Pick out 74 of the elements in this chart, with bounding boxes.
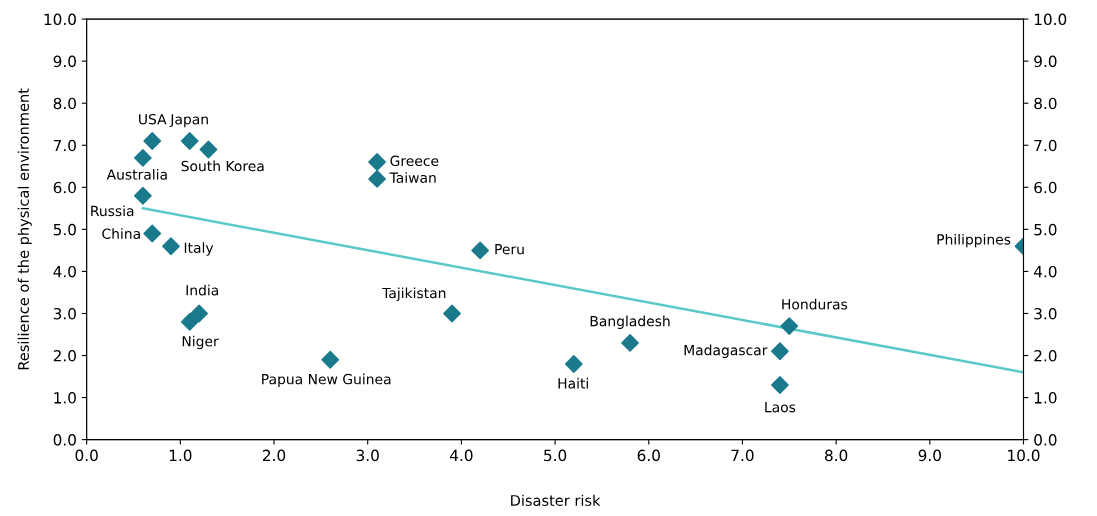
point <box>443 304 461 323</box>
y2-tick-label: 9.0 <box>1034 55 1057 68</box>
point <box>162 237 180 256</box>
annotation: Peru <box>495 244 524 255</box>
y2-tick-label: 7.0 <box>1034 139 1057 152</box>
y-tick-label: 1.0 <box>54 392 76 404</box>
y-tick-label: 8.0 <box>53 97 76 110</box>
y2-tick-label: 4.0 <box>1033 265 1057 278</box>
annotation: Japan <box>169 114 208 128</box>
y2-tick-label: 3.0 <box>1034 307 1057 320</box>
point <box>771 376 789 394</box>
point <box>771 342 789 361</box>
annotation: Laos <box>765 402 796 413</box>
annotation: South Korea <box>181 160 264 172</box>
y2-tick-label: 8.0 <box>1034 97 1057 110</box>
point <box>564 355 583 373</box>
annotation: Papua New Guinea <box>262 373 391 388</box>
point <box>143 132 162 150</box>
point <box>199 140 218 159</box>
y-tick-label: 10.0 <box>44 13 76 26</box>
x-tick-label: 0.0 <box>75 449 98 462</box>
y-tick-label: 2.0 <box>53 349 76 362</box>
y2-tick-label: 10.0 <box>1034 13 1067 26</box>
x-axis-title: Disaster risk <box>511 494 601 506</box>
x-tick-label: 8.0 <box>825 449 848 462</box>
point <box>321 350 340 369</box>
annotation: USA <box>139 113 167 125</box>
annotation: Philippines <box>937 233 1011 248</box>
annotation: China <box>102 228 140 239</box>
annotation: Niger <box>182 335 219 350</box>
annotation: Madagascar <box>684 344 768 359</box>
point <box>133 148 152 167</box>
annotation: Australia <box>106 168 167 180</box>
y-tick-label: 5.0 <box>53 223 76 236</box>
y-tick-label: 7.0 <box>53 139 76 152</box>
point <box>368 169 386 188</box>
point <box>180 312 199 331</box>
x-tick-label: 5.0 <box>544 449 567 462</box>
y-tick-label: 0.0 <box>53 434 76 446</box>
annotation: Russia <box>91 205 134 217</box>
x-tick-label: 4.0 <box>450 449 473 462</box>
point <box>143 224 162 243</box>
annotation: Tajikistan <box>382 287 446 301</box>
y-tick-label: 9.0 <box>53 55 76 68</box>
annotation: India <box>186 284 219 296</box>
y2-tick-label: 1.0 <box>1034 392 1057 404</box>
annotation: Italy <box>184 242 214 256</box>
y2-tick-label: 2.0 <box>1034 349 1057 362</box>
x-tick-label: 7.0 <box>731 449 754 462</box>
point <box>190 304 208 323</box>
y2-tick-label: 0.0 <box>1034 434 1057 446</box>
annotation: Haiti <box>558 377 588 389</box>
point <box>133 186 152 205</box>
x-tick-label: 9.0 <box>918 449 941 462</box>
y-tick-label: 4.0 <box>53 265 76 278</box>
point <box>471 241 490 260</box>
y-tick-label: 3.0 <box>53 307 76 320</box>
y2-tick-label: 6.0 <box>1034 181 1057 194</box>
y2-tick-label: 5.0 <box>1034 223 1057 236</box>
point <box>368 153 386 171</box>
annotation: Bangladesh <box>590 315 670 330</box>
annotation: Greece <box>390 155 439 167</box>
x-tick-label: 2.0 <box>263 449 286 462</box>
point <box>780 317 799 335</box>
x-tick-label: 10.0 <box>1008 449 1040 462</box>
annotation: Taiwan <box>389 172 436 183</box>
annotation: Honduras <box>782 298 848 310</box>
point <box>621 333 639 352</box>
y-tick-label: 6.0 <box>53 181 76 194</box>
x-tick-label: 1.0 <box>169 449 192 462</box>
point <box>180 132 199 150</box>
y-axis-title: Resilience of the physical environment <box>17 88 32 370</box>
x-tick-label: 6.0 <box>637 449 660 462</box>
x-tick-label: 3.0 <box>356 449 379 462</box>
